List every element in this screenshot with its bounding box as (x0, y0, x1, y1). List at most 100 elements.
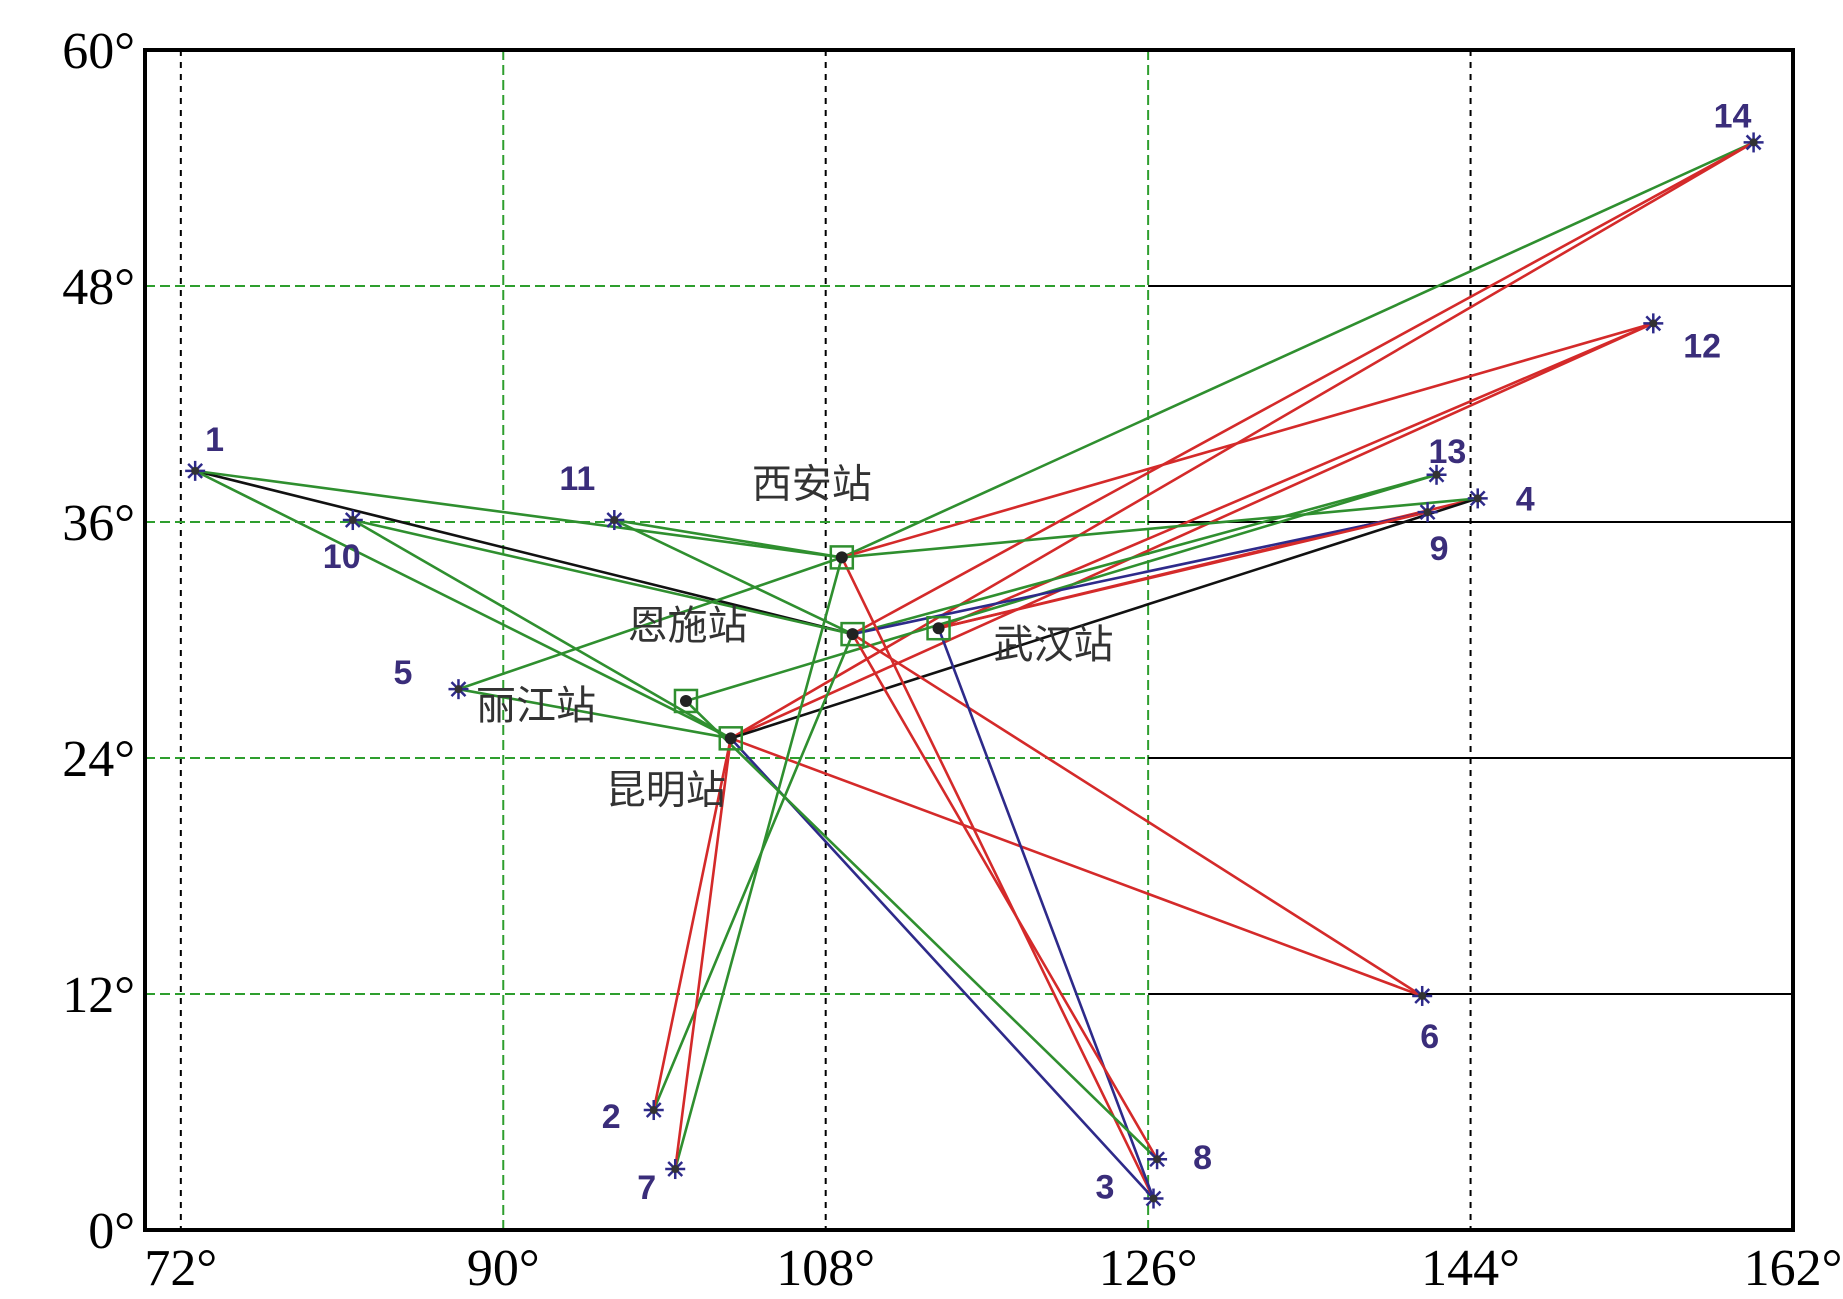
event-label-1: 1 (205, 421, 224, 459)
ray-path-2-enshi (652, 632, 854, 1112)
ray-path-4-xian (840, 497, 1480, 559)
event-dot (454, 685, 463, 694)
station-dot-wuhan (932, 622, 945, 635)
event-4: 4 (1467, 480, 1535, 518)
map-frame (143, 48, 1795, 1232)
ray-path-7-kunming (673, 737, 733, 1171)
station-label-kunming: 昆明站 (606, 767, 726, 813)
x-tick-label-90: 90° (467, 1240, 540, 1297)
ray-path-1-xian (193, 469, 844, 559)
ray-path-13-lijiang (684, 473, 1438, 703)
event-label-11: 11 (559, 460, 595, 498)
station-label-lijiang: 丽江站 (476, 683, 596, 729)
event-dot (1432, 470, 1441, 479)
event-label-5: 5 (393, 654, 412, 692)
y-tick-label-48: 48° (62, 259, 135, 316)
event-dot (649, 1106, 658, 1115)
x-tick-label-144: 144° (1421, 1240, 1520, 1297)
station-label-xian: 西安站 (752, 461, 872, 507)
ray-path-4-kunming (729, 497, 1480, 740)
event-13: 13 (1426, 433, 1467, 485)
event-6: 6 (1412, 985, 1439, 1056)
event-dot (610, 516, 619, 525)
axis-ticks: 72° 90° 108° 126° 144° 162° 60° 48° 36° 24° 12° 0° (62, 23, 1842, 1297)
event-7: 7 (637, 1159, 686, 1207)
station-marker-kunming (718, 726, 744, 751)
station-marker-wuhan (926, 615, 951, 641)
station-label-enshi: 恩施站 (628, 603, 748, 649)
ray-path-11-enshi (613, 518, 854, 636)
ray-path-14-xian (840, 141, 1755, 559)
event-label-9: 9 (1430, 530, 1449, 568)
station-dot-xian (835, 551, 848, 564)
y-tick-label-60: 60° (62, 23, 135, 80)
x-tick-label-72: 72° (144, 1240, 217, 1297)
ray-path-12-kunming (729, 322, 1655, 740)
event-label-12: 12 (1683, 327, 1721, 365)
station-marker-lijiang (673, 688, 699, 714)
station-dot-enshi (846, 628, 859, 641)
ray-path-1-enshi (193, 469, 854, 636)
event-label-8: 8 (1193, 1139, 1212, 1177)
y-tick-label-0: 0° (88, 1203, 135, 1260)
event-9: 9 (1417, 502, 1449, 568)
ray-path-8-enshi (851, 632, 1159, 1161)
event-dot (191, 466, 200, 475)
event-dot (1149, 1194, 1158, 1203)
station-label-wuhan: 武汉站 (994, 622, 1114, 668)
ray-path-11-xian (613, 518, 844, 559)
event-10: 10 (323, 510, 363, 576)
ray-path-10-enshi (351, 518, 854, 636)
ray-paths (193, 141, 1755, 1200)
event-label-7: 7 (637, 1169, 656, 1207)
event-label-14: 14 (1714, 97, 1752, 135)
event-label-2: 2 (602, 1098, 621, 1136)
ray-path-6-kunming (729, 737, 1424, 998)
event-dot (348, 516, 357, 525)
event-dot (1418, 991, 1427, 1000)
ray-path-13-enshi (851, 473, 1438, 636)
station-dot-lijiang (679, 694, 692, 707)
event-dot (671, 1165, 680, 1174)
event-label-10: 10 (323, 538, 361, 576)
ray-path-10-kunming (351, 518, 733, 740)
y-tick-label-36: 36° (62, 495, 135, 552)
event-14: 14 (1714, 97, 1764, 153)
station-marker-xian (829, 545, 855, 570)
event-11: 11 (559, 460, 625, 531)
event-dot (1473, 494, 1482, 503)
ray-path-5-xian (457, 556, 844, 691)
y-tick-label-24: 24° (62, 731, 135, 788)
event-dot (1423, 508, 1432, 517)
ray-path-2-kunming (652, 737, 733, 1112)
event-2: 2 (602, 1098, 664, 1136)
ray-path-14-kunming (729, 141, 1755, 740)
ray-path-6-enshi (851, 632, 1424, 998)
event-dot (1649, 319, 1658, 328)
ray-path-14-enshi (851, 141, 1755, 636)
ray-path-9-wuhan (937, 510, 1429, 630)
event-12: 12 (1643, 313, 1721, 365)
ray-path-12-xian (840, 322, 1655, 559)
ray-path-5-kunming (457, 687, 733, 740)
event-3: 3 (1096, 1169, 1164, 1209)
station-dot-kunming (724, 732, 737, 745)
event-dot (1749, 138, 1758, 147)
ray-path-3-wuhan (937, 626, 1155, 1200)
x-tick-label-162: 162° (1744, 1240, 1843, 1297)
x-tick-label-108: 108° (776, 1240, 875, 1297)
ray-path-8-lijiang (684, 699, 1159, 1161)
ray-path-3-xian (840, 556, 1155, 1200)
event-label-4: 4 (1516, 480, 1535, 518)
event-dot (1153, 1155, 1162, 1164)
event-1: 1 (185, 421, 224, 481)
ray-path-1-kunming (193, 469, 733, 740)
event-5: 5 (393, 654, 469, 700)
event-label-6: 6 (1420, 1018, 1439, 1056)
station-marker-enshi (840, 621, 865, 647)
ray-path-7-xian (673, 556, 844, 1171)
event-label-3: 3 (1096, 1169, 1115, 1207)
event-label-13: 13 (1429, 433, 1467, 471)
